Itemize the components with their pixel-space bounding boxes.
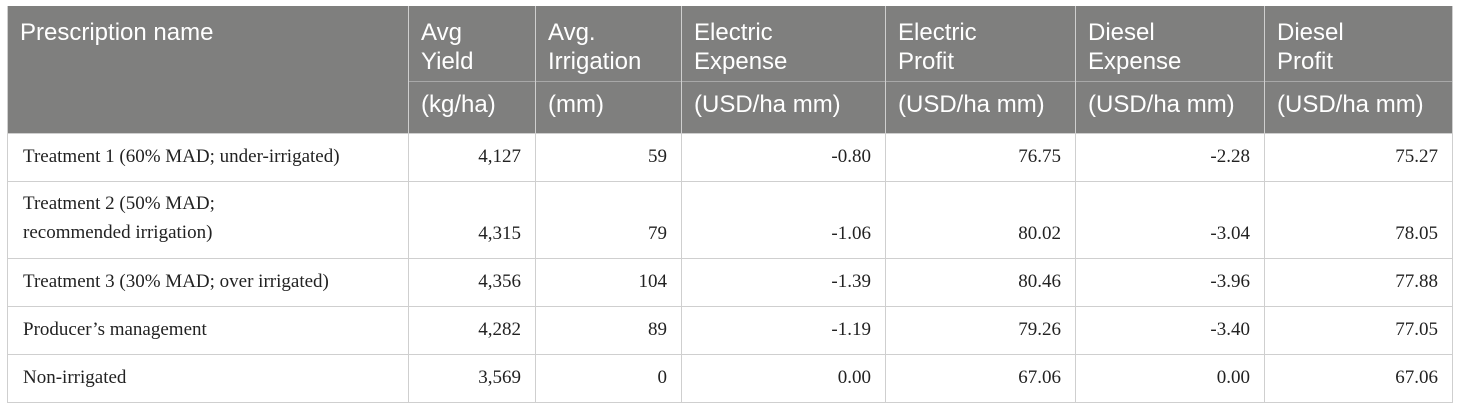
table-row: Treatment 1 (60% MAD; under-irrigated) 4… <box>7 132 1453 182</box>
cell-electric-profit: 67.06 <box>885 353 1076 403</box>
cell-prescription-name: Producer’s management <box>7 305 409 355</box>
header-diesel-expense: Diesel Expense <box>1075 6 1265 81</box>
header-row-units: (kg/ha) (mm) (USD/ha mm) (USD/ha mm) (US… <box>7 80 1453 133</box>
table-body: Treatment 1 (60% MAD; under-irrigated) 4… <box>7 132 1453 403</box>
cell-diesel-expense: -3.40 <box>1075 305 1265 355</box>
cell-diesel-expense: 0.00 <box>1075 353 1265 403</box>
table-row: Non-irrigated 3,569 0 0.00 67.06 0.00 67… <box>7 353 1453 403</box>
cell-electric-profit: 80.02 <box>885 180 1076 259</box>
header-avg-irrigation: Avg. Irrigation <box>535 6 682 81</box>
header-electric-profit: Electric Profit <box>885 6 1076 81</box>
table-row: Producer’s management 4,282 89 -1.19 79.… <box>7 305 1453 355</box>
header-electric-expense: Electric Expense <box>681 6 886 81</box>
cell-avg-yield: 3,569 <box>408 353 536 403</box>
cell-prescription-name: Treatment 3 (30% MAD; over irrigated) <box>7 257 409 307</box>
cell-avg-yield: 4,127 <box>408 132 536 182</box>
header-row-titles: Prescription name Avg Yield Avg. Irrigatio… <box>7 6 1453 81</box>
cell-electric-expense: -1.06 <box>681 180 886 259</box>
cell-electric-expense: -1.39 <box>681 257 886 307</box>
prescription-results-table: Prescription name Avg Yield Avg. Irrigatio… <box>7 6 1453 403</box>
cell-avg-irrigation: 0 <box>535 353 682 403</box>
cell-diesel-profit: 78.05 <box>1264 180 1453 259</box>
cell-diesel-profit: 77.05 <box>1264 305 1453 355</box>
unit-prescription-name <box>7 81 409 133</box>
cell-diesel-profit: 77.88 <box>1264 257 1453 307</box>
cell-prescription-name: Treatment 2 (50% MAD; recommended irriga… <box>7 180 409 259</box>
unit-diesel-expense: (USD/ha mm) <box>1075 80 1265 133</box>
cell-avg-irrigation: 89 <box>535 305 682 355</box>
unit-diesel-profit: (USD/ha mm) <box>1264 80 1453 133</box>
unit-avg-irrigation: (mm) <box>535 80 682 133</box>
cell-electric-profit: 76.75 <box>885 132 1076 182</box>
unit-avg-yield: (kg/ha) <box>408 80 536 133</box>
table-header: Prescription name Avg Yield Avg. Irrigatio… <box>7 6 1453 133</box>
cell-electric-profit: 79.26 <box>885 305 1076 355</box>
unit-electric-profit: (USD/ha mm) <box>885 80 1076 133</box>
name-line: Treatment 2 (50% MAD; <box>23 192 215 214</box>
cell-prescription-name: Non-irrigated <box>7 353 409 403</box>
header-avg-yield: Avg Yield <box>408 6 536 81</box>
cell-avg-irrigation: 59 <box>535 132 682 182</box>
header-diesel-profit: Diesel Profit <box>1264 6 1453 81</box>
cell-diesel-expense: -3.96 <box>1075 257 1265 307</box>
cell-diesel-profit: 75.27 <box>1264 132 1453 182</box>
cell-avg-yield: 4,356 <box>408 257 536 307</box>
unit-electric-expense: (USD/ha mm) <box>681 80 886 133</box>
cell-avg-yield: 4,315 <box>408 180 536 259</box>
cell-avg-yield: 4,282 <box>408 305 536 355</box>
table-row: Treatment 3 (30% MAD; over irrigated) 4,… <box>7 257 1453 307</box>
cell-diesel-expense: -2.28 <box>1075 132 1265 182</box>
cell-electric-expense: -0.80 <box>681 132 886 182</box>
name-line: recommended irrigation) <box>23 221 213 243</box>
cell-electric-profit: 80.46 <box>885 257 1076 307</box>
cell-avg-irrigation: 104 <box>535 257 682 307</box>
header-prescription-name: Prescription name <box>7 6 409 81</box>
cell-avg-irrigation: 79 <box>535 180 682 259</box>
cell-electric-expense: 0.00 <box>681 353 886 403</box>
table-row: Treatment 2 (50% MAD; recommended irriga… <box>7 180 1453 259</box>
cell-diesel-profit: 67.06 <box>1264 353 1453 403</box>
cell-electric-expense: -1.19 <box>681 305 886 355</box>
cell-diesel-expense: -3.04 <box>1075 180 1265 259</box>
cell-prescription-name: Treatment 1 (60% MAD; under-irrigated) <box>7 132 409 182</box>
